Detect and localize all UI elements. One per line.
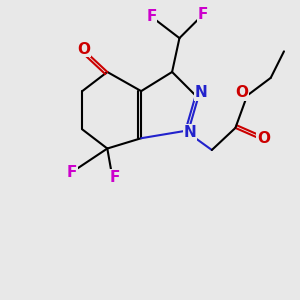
Text: O: O bbox=[77, 41, 90, 56]
Text: N: N bbox=[195, 85, 207, 100]
Text: F: F bbox=[198, 7, 208, 22]
Text: O: O bbox=[257, 131, 270, 146]
Text: O: O bbox=[236, 85, 248, 100]
Text: F: F bbox=[110, 169, 120, 184]
Text: F: F bbox=[146, 8, 157, 23]
Text: N: N bbox=[183, 125, 196, 140]
Text: F: F bbox=[67, 165, 77, 180]
